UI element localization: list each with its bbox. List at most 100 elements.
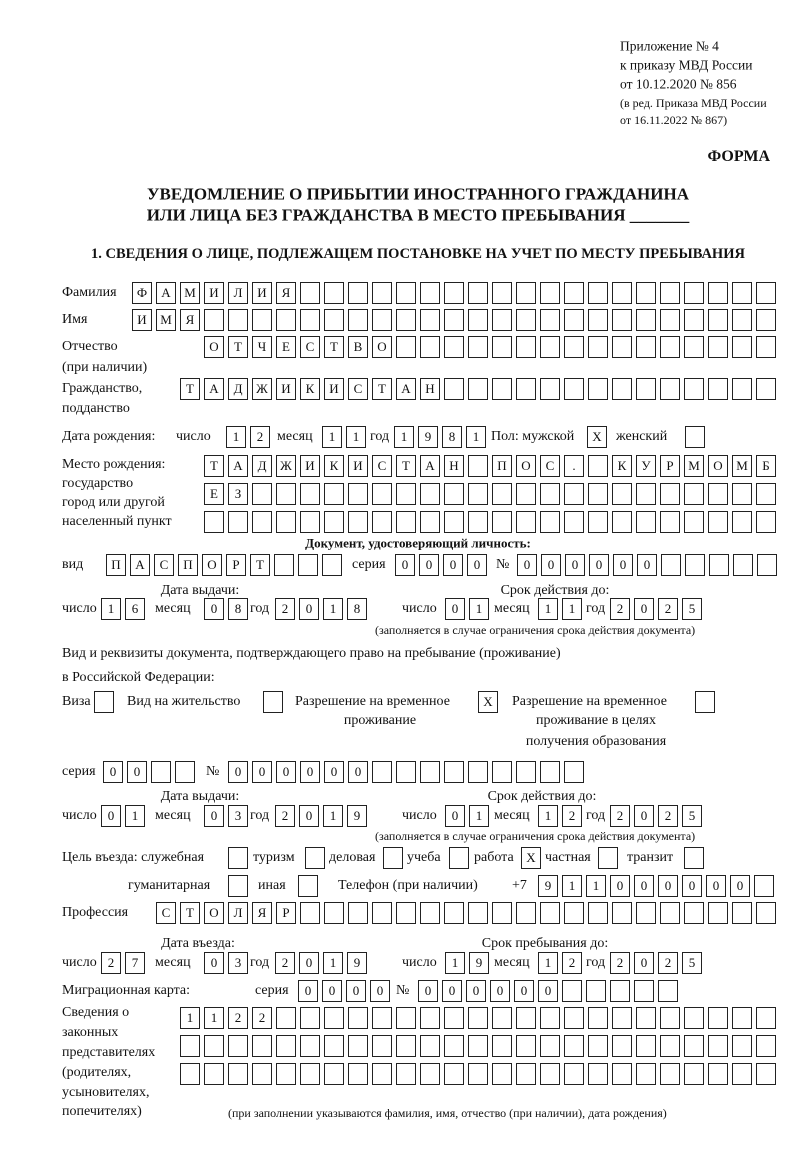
char-box[interactable] bbox=[468, 1035, 488, 1057]
char-box[interactable]: 0 bbox=[204, 598, 224, 620]
char-box[interactable]: О bbox=[372, 336, 392, 358]
char-box[interactable]: 1 bbox=[323, 952, 343, 974]
char-box[interactable]: 0 bbox=[634, 805, 654, 827]
char-box[interactable] bbox=[540, 1035, 560, 1057]
char-box[interactable] bbox=[612, 309, 632, 331]
char-box[interactable] bbox=[660, 483, 680, 505]
char-box[interactable] bbox=[492, 282, 512, 304]
char-box[interactable] bbox=[300, 1007, 320, 1029]
char-box[interactable] bbox=[756, 282, 776, 304]
char-box[interactable]: 9 bbox=[538, 875, 558, 897]
char-box[interactable]: 0 bbox=[490, 980, 510, 1002]
char-box[interactable]: 0 bbox=[443, 554, 463, 576]
char-box[interactable] bbox=[564, 309, 584, 331]
char-box[interactable]: 2 bbox=[610, 805, 630, 827]
char-box[interactable] bbox=[636, 483, 656, 505]
char-box[interactable] bbox=[372, 1063, 392, 1085]
char-box[interactable]: 0 bbox=[613, 554, 633, 576]
char-box[interactable] bbox=[708, 902, 728, 924]
char-box[interactable]: С bbox=[156, 902, 176, 924]
char-box[interactable]: 1 bbox=[445, 952, 465, 974]
char-box[interactable]: Т bbox=[180, 902, 200, 924]
char-box[interactable] bbox=[204, 1035, 224, 1057]
char-box[interactable] bbox=[516, 282, 536, 304]
char-box[interactable] bbox=[732, 483, 752, 505]
char-box[interactable] bbox=[468, 483, 488, 505]
char-box[interactable]: 0 bbox=[706, 875, 726, 897]
char-box[interactable]: Ф bbox=[132, 282, 152, 304]
char-box[interactable]: 8 bbox=[442, 426, 462, 448]
char-box[interactable]: 3 bbox=[228, 805, 248, 827]
char-box[interactable] bbox=[612, 511, 632, 533]
char-box[interactable] bbox=[708, 1035, 728, 1057]
char-box[interactable]: 0 bbox=[395, 554, 415, 576]
char-box[interactable] bbox=[420, 1007, 440, 1029]
char-box[interactable] bbox=[372, 511, 392, 533]
char-box[interactable]: Т bbox=[204, 455, 224, 477]
char-box[interactable]: 1 bbox=[466, 426, 486, 448]
char-box[interactable] bbox=[684, 309, 704, 331]
char-box[interactable] bbox=[636, 282, 656, 304]
char-box[interactable] bbox=[420, 902, 440, 924]
char-box[interactable] bbox=[564, 761, 584, 783]
char-box[interactable] bbox=[636, 336, 656, 358]
char-box[interactable]: 0 bbox=[634, 598, 654, 620]
char-box[interactable]: К bbox=[612, 455, 632, 477]
char-box[interactable] bbox=[492, 309, 512, 331]
char-box[interactable] bbox=[372, 761, 392, 783]
char-box[interactable] bbox=[348, 902, 368, 924]
char-box[interactable] bbox=[564, 1063, 584, 1085]
char-box[interactable] bbox=[684, 511, 704, 533]
char-box[interactable] bbox=[732, 902, 752, 924]
char-box[interactable]: Т bbox=[228, 336, 248, 358]
char-box[interactable] bbox=[516, 1007, 536, 1029]
checkbox[interactable] bbox=[685, 426, 705, 448]
char-box[interactable]: Я bbox=[180, 309, 200, 331]
checkbox[interactable] bbox=[305, 847, 325, 869]
char-box[interactable] bbox=[204, 511, 224, 533]
char-box[interactable]: 0 bbox=[565, 554, 585, 576]
char-box[interactable] bbox=[540, 1063, 560, 1085]
char-box[interactable]: М bbox=[156, 309, 176, 331]
char-box[interactable]: 2 bbox=[562, 952, 582, 974]
char-box[interactable]: П bbox=[492, 455, 512, 477]
checkbox[interactable] bbox=[228, 847, 248, 869]
char-box[interactable]: 1 bbox=[469, 598, 489, 620]
char-box[interactable]: 2 bbox=[252, 1007, 272, 1029]
char-box[interactable] bbox=[708, 483, 728, 505]
char-box[interactable]: 1 bbox=[323, 598, 343, 620]
checkbox[interactable] bbox=[298, 875, 318, 897]
char-box[interactable] bbox=[733, 554, 753, 576]
char-box[interactable]: О bbox=[202, 554, 222, 576]
checkbox[interactable] bbox=[383, 847, 403, 869]
char-box[interactable]: 5 bbox=[682, 805, 702, 827]
char-box[interactable] bbox=[396, 483, 416, 505]
char-box[interactable]: О bbox=[708, 455, 728, 477]
checkbox[interactable] bbox=[449, 847, 469, 869]
char-box[interactable] bbox=[300, 282, 320, 304]
char-box[interactable]: 8 bbox=[347, 598, 367, 620]
char-box[interactable] bbox=[708, 282, 728, 304]
char-box[interactable] bbox=[396, 511, 416, 533]
char-box[interactable] bbox=[612, 336, 632, 358]
char-box[interactable] bbox=[372, 1035, 392, 1057]
char-box[interactable] bbox=[732, 309, 752, 331]
char-box[interactable] bbox=[276, 1035, 296, 1057]
char-box[interactable]: К bbox=[300, 378, 320, 400]
char-box[interactable]: 0 bbox=[228, 761, 248, 783]
char-box[interactable]: А bbox=[204, 378, 224, 400]
char-box[interactable] bbox=[444, 378, 464, 400]
char-box[interactable] bbox=[540, 282, 560, 304]
char-box[interactable] bbox=[756, 378, 776, 400]
char-box[interactable] bbox=[588, 1063, 608, 1085]
char-box[interactable] bbox=[732, 1063, 752, 1085]
char-box[interactable]: 1 bbox=[323, 805, 343, 827]
char-box[interactable] bbox=[516, 1063, 536, 1085]
char-box[interactable]: 1 bbox=[538, 805, 558, 827]
char-box[interactable] bbox=[516, 483, 536, 505]
checkbox[interactable]: X bbox=[521, 847, 541, 869]
char-box[interactable]: И bbox=[276, 378, 296, 400]
char-box[interactable] bbox=[684, 483, 704, 505]
char-box[interactable]: А bbox=[420, 455, 440, 477]
char-box[interactable] bbox=[756, 902, 776, 924]
